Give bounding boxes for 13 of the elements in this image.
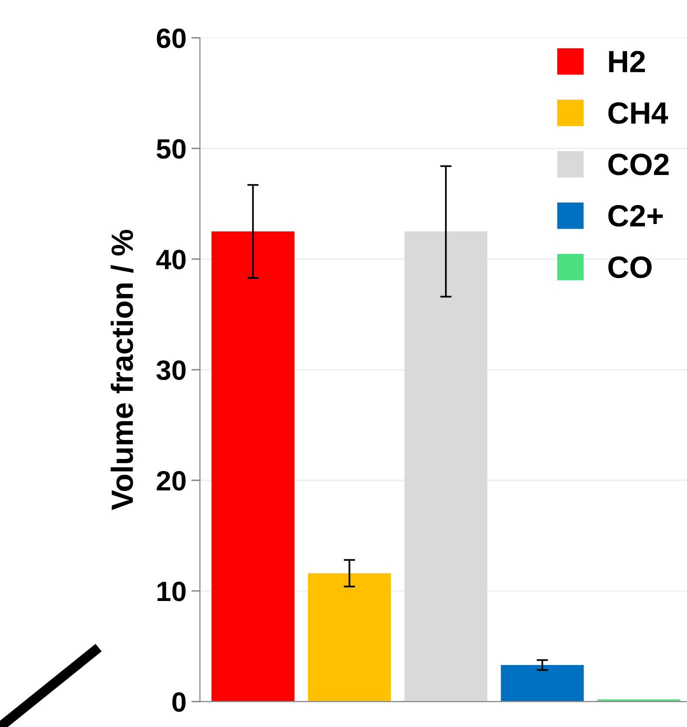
legend-label: CH4	[608, 102, 668, 124]
y-tick-label: 20	[156, 470, 186, 491]
y-tick-label: 60	[156, 28, 186, 48]
y-tick-label: 10	[158, 582, 186, 602]
y-tick-label: 50	[156, 139, 186, 159]
y-tick-label: 40	[156, 250, 186, 270]
y-tick-label: 30	[156, 360, 186, 380]
legend-label: CO2	[608, 154, 669, 176]
legend-label: H2	[609, 50, 645, 72]
y-axis-title: Volume fraction / %	[110, 230, 134, 510]
y-tick-label: 0	[172, 692, 186, 712]
legend-label: C2+	[608, 205, 663, 227]
legend-label: CO	[608, 256, 652, 278]
